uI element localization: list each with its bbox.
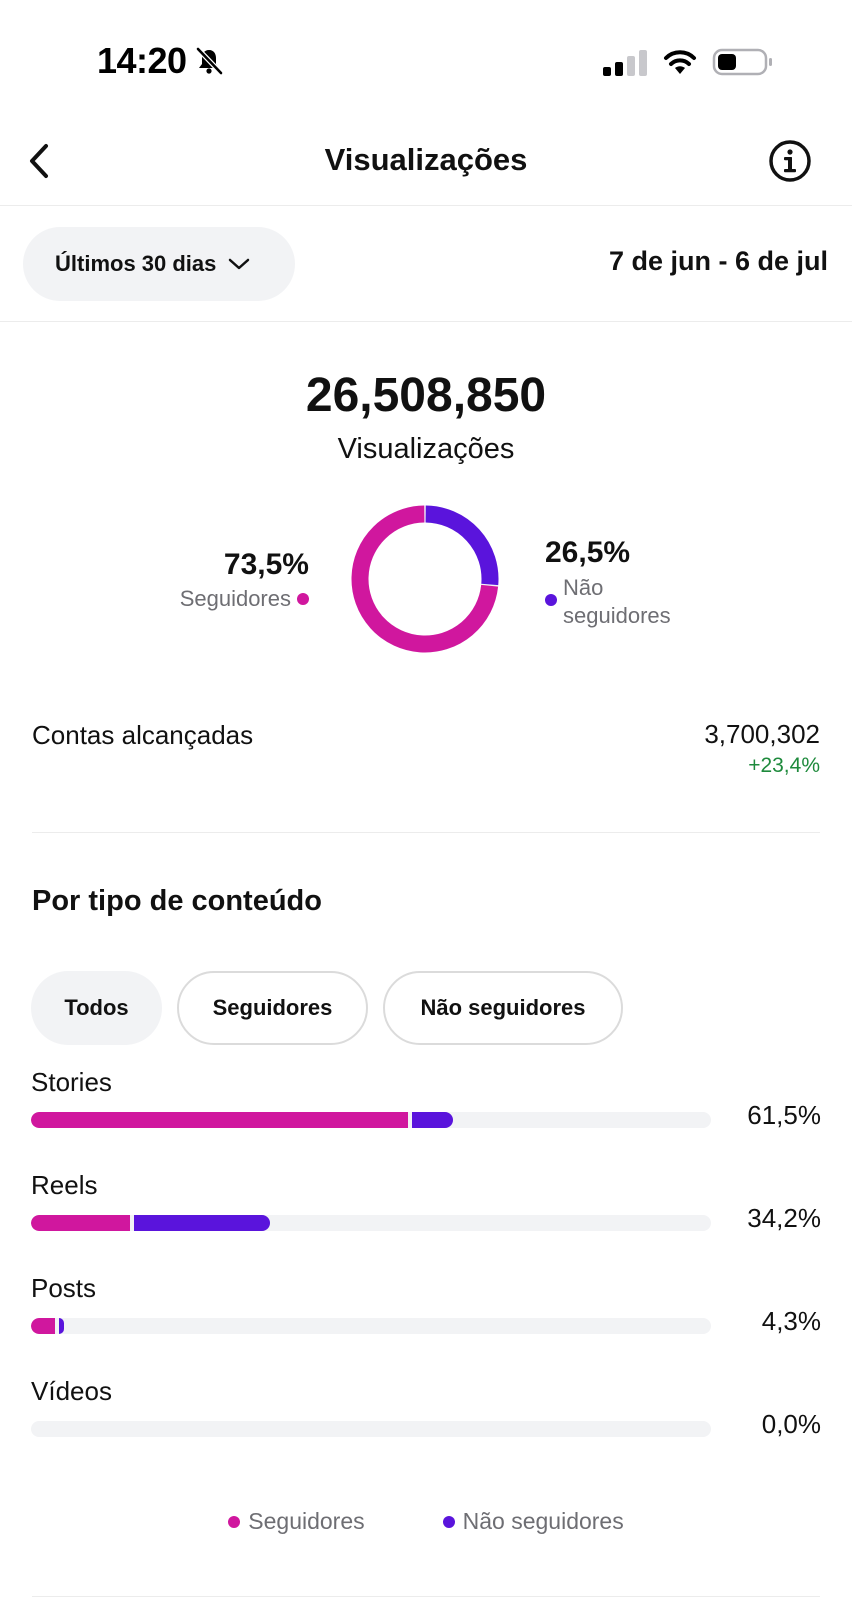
non-followers-label-line2: seguidores xyxy=(563,603,671,628)
content-bar-track xyxy=(31,1112,711,1128)
legend-followers: Seguidores xyxy=(228,1508,365,1535)
content-row-label: Reels xyxy=(31,1170,98,1200)
content-row-percentage: 34,2% xyxy=(747,1203,821,1233)
cellular-signal-icon xyxy=(603,50,647,76)
followers-dot xyxy=(297,593,309,605)
status-time: 14:20 xyxy=(97,40,187,81)
non-followers-percentage: 26,5% xyxy=(545,536,631,569)
total-views-value: 26,508,850 xyxy=(305,369,547,422)
views-donut-chart xyxy=(351,505,499,653)
info-icon[interactable] xyxy=(767,138,813,184)
non-followers-dot xyxy=(545,594,557,606)
back-button[interactable] xyxy=(22,138,56,184)
non-followers-bar-segment xyxy=(58,1318,65,1334)
filter-divider xyxy=(0,321,852,322)
content-row-posts: Posts 4,3% xyxy=(31,1273,821,1353)
wifi-icon xyxy=(664,50,696,74)
battery-icon xyxy=(712,48,772,76)
non-followers-legend-label: Não seguidores xyxy=(563,574,671,630)
followers-legend: Seguidores xyxy=(180,586,309,612)
bottom-divider xyxy=(32,1596,820,1597)
content-row-stories: Stories 61,5% xyxy=(31,1067,821,1147)
status-bar: 14:20 xyxy=(0,0,852,110)
followers-percentage: 73,5% xyxy=(223,548,309,581)
accounts-reached-label: Contas alcançadas xyxy=(32,720,254,750)
content-row-videos: Vídeos 0,0% xyxy=(31,1376,821,1456)
followers-bar-segment xyxy=(31,1112,409,1128)
tab-all[interactable]: Todos xyxy=(31,971,162,1045)
content-row-label: Stories xyxy=(31,1067,112,1097)
content-row-percentage: 61,5% xyxy=(747,1100,821,1130)
header-divider xyxy=(0,205,852,206)
content-bar-track xyxy=(31,1421,711,1437)
accounts-reached-value: 3,700,302 xyxy=(704,719,820,749)
content-row-percentage: 0,0% xyxy=(761,1409,821,1439)
page-title: Visualizações xyxy=(324,142,528,177)
non-followers-bar-segment xyxy=(133,1215,270,1231)
content-row-percentage: 4,3% xyxy=(761,1306,821,1336)
header: Visualizações xyxy=(0,128,852,204)
tab-followers[interactable]: Seguidores xyxy=(177,971,368,1045)
bar-legend: Seguidores Não seguidores xyxy=(0,1508,852,1535)
content-row-label: Vídeos xyxy=(31,1376,112,1406)
non-followers-legend: Não seguidores xyxy=(545,574,671,630)
followers-dot xyxy=(228,1515,241,1528)
content-row-label: Posts xyxy=(31,1273,97,1303)
followers-bar-segment xyxy=(31,1318,55,1334)
content-bar-track xyxy=(31,1215,711,1231)
non-followers-donut-segment xyxy=(425,505,499,586)
legend-non-followers: Não seguidores xyxy=(442,1508,624,1535)
date-range: 7 de jun - 6 de jul xyxy=(608,246,828,276)
content-bar-track xyxy=(31,1318,711,1334)
content-type-title: Por tipo de conteúdo xyxy=(32,885,322,917)
non-followers-bar-segment xyxy=(412,1112,454,1128)
period-dropdown[interactable]: Últimos 30 dias xyxy=(23,227,295,301)
legend-non-followers-label: Não seguidores xyxy=(462,1508,624,1534)
content-row-reels: Reels 34,2% xyxy=(31,1170,821,1250)
muted-bell-icon xyxy=(196,47,223,75)
section-divider xyxy=(32,832,820,833)
followers-bar-segment xyxy=(31,1215,130,1231)
non-followers-label-line1: Não xyxy=(563,575,604,600)
followers-legend-label: Seguidores xyxy=(179,586,291,611)
period-label: Últimos 30 dias xyxy=(55,251,217,276)
accounts-reached-change: +23,4% xyxy=(748,754,820,777)
legend-followers-label: Seguidores xyxy=(248,1508,365,1534)
tab-non-followers[interactable]: Não seguidores xyxy=(383,971,623,1045)
followers-donut-segment xyxy=(351,505,499,653)
non-followers-dot xyxy=(442,1515,455,1528)
chevron-down-icon xyxy=(229,258,250,270)
audience-tabs: Todos Seguidores Não seguidores xyxy=(31,971,623,1045)
total-views-label: Visualizações xyxy=(337,433,515,465)
